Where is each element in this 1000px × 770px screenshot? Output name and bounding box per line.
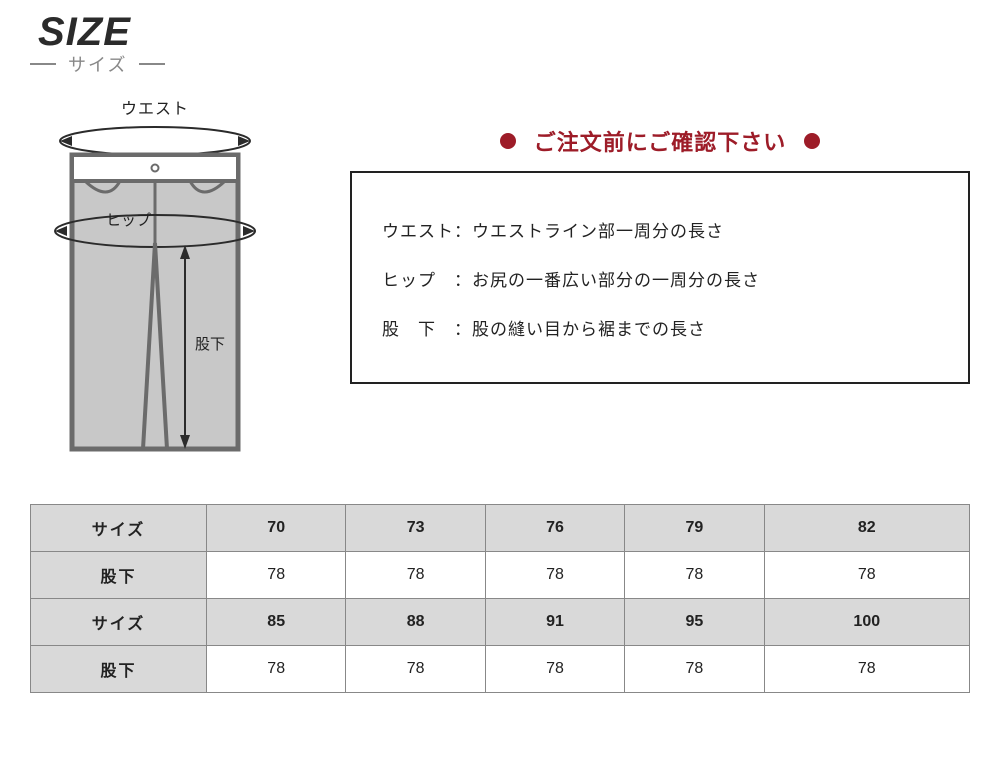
table-cell: 73 xyxy=(346,505,485,552)
row-header: サイズ xyxy=(31,505,207,552)
notice-panel: ご注文前にご確認下さい ウエスト：ウエストライン部一周分の長さ ヒップ ：お尻の… xyxy=(350,125,970,384)
table-row: サイズ 70 73 76 79 82 xyxy=(31,505,970,552)
mid-section: ウエスト xyxy=(30,95,970,468)
table-cell: 100 xyxy=(764,599,969,646)
table-cell: 91 xyxy=(485,599,624,646)
notice-line: ウエスト：ウエストライン部一周分の長さ xyxy=(382,217,938,242)
notice-line: 股 下 ：股の縫い目から裾までの長さ xyxy=(382,315,938,340)
bullet-icon xyxy=(500,133,516,149)
waist-label: ウエスト xyxy=(30,95,280,119)
row-header: 股下 xyxy=(31,552,207,599)
separator-right xyxy=(139,63,165,65)
table-row: サイズ 85 88 91 95 100 xyxy=(31,599,970,646)
table-cell: 78 xyxy=(346,552,485,599)
notice-line: ヒップ ：お尻の一番広い部分の一周分の長さ xyxy=(382,266,938,291)
pants-diagram: ヒップ 股下 xyxy=(30,123,280,468)
table-cell: 78 xyxy=(207,646,346,693)
title-en: SIZE xyxy=(38,10,970,55)
table-cell: 78 xyxy=(625,552,764,599)
table-cell: 78 xyxy=(207,552,346,599)
header: SIZE サイズ xyxy=(30,10,970,77)
table-cell: 78 xyxy=(485,646,624,693)
table-cell: 79 xyxy=(625,505,764,552)
table-cell: 85 xyxy=(207,599,346,646)
table-cell: 78 xyxy=(764,646,969,693)
title-jp-row: サイズ xyxy=(30,51,970,77)
bullet-icon xyxy=(804,133,820,149)
table-cell: 95 xyxy=(625,599,764,646)
size-table: サイズ 70 73 76 79 82 股下 78 78 78 78 78 サイズ… xyxy=(30,504,970,693)
table-cell: 76 xyxy=(485,505,624,552)
hip-label-text: ヒップ xyxy=(106,212,151,229)
table-cell: 78 xyxy=(485,552,624,599)
row-header: 股下 xyxy=(31,646,207,693)
table-cell: 70 xyxy=(207,505,346,552)
diagram-box: ウエスト xyxy=(30,95,280,468)
table-row: 股下 78 78 78 78 78 xyxy=(31,552,970,599)
inseam-label-text: 股下 xyxy=(195,336,225,353)
table-cell: 78 xyxy=(625,646,764,693)
notice-title: ご注文前にご確認下さい xyxy=(534,125,787,157)
title-jp: サイズ xyxy=(68,51,127,77)
table-cell: 78 xyxy=(346,646,485,693)
table-cell: 78 xyxy=(764,552,969,599)
table-cell: 82 xyxy=(764,505,969,552)
notice-box: ウエスト：ウエストライン部一周分の長さ ヒップ ：お尻の一番広い部分の一周分の長… xyxy=(350,171,970,384)
separator-left xyxy=(30,63,56,65)
table-cell: 88 xyxy=(346,599,485,646)
notice-title-row: ご注文前にご確認下さい xyxy=(350,125,970,157)
row-header: サイズ xyxy=(31,599,207,646)
table-row: 股下 78 78 78 78 78 xyxy=(31,646,970,693)
